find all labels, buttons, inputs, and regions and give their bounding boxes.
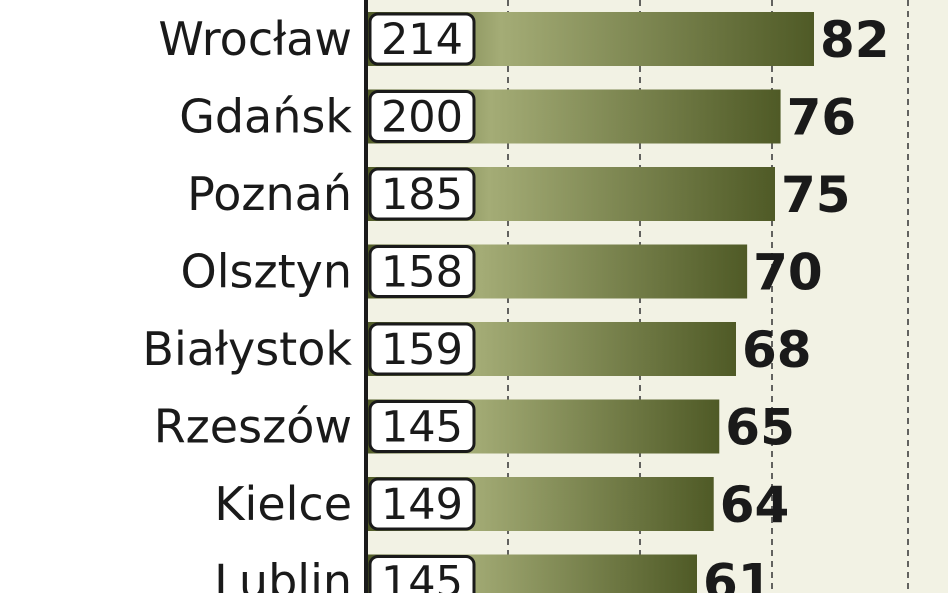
count-badge-6 xyxy=(368,400,476,453)
value-label-6: 65 xyxy=(725,399,795,457)
count-badge-5 xyxy=(368,322,476,376)
category-label-6: Rzeszów xyxy=(154,400,352,454)
count-badge-4 xyxy=(368,245,476,298)
count-label-2: 200 xyxy=(381,93,463,143)
count-label-5: 159 xyxy=(381,325,463,375)
count-label-3: 185 xyxy=(381,170,463,220)
chart-labels: 214 Wrocław 82 200 Gdańsk 76 185 Poznań 75 158 Ols… xyxy=(142,11,890,593)
value-label-7: 64 xyxy=(720,476,790,534)
count-badge-1 xyxy=(368,12,476,66)
category-label-4: Olsztyn xyxy=(180,245,352,299)
count-badge-3 xyxy=(368,167,476,221)
count-badge-8 xyxy=(368,555,476,593)
count-label-4: 158 xyxy=(381,248,463,298)
value-label-3: 75 xyxy=(781,166,851,224)
category-label-5: Białystok xyxy=(142,322,352,376)
value-label-1: 82 xyxy=(820,11,890,69)
category-label-1: Wrocław xyxy=(158,12,352,66)
value-label-4: 70 xyxy=(753,244,823,302)
category-label-7: Kielce xyxy=(214,477,352,531)
category-label-8: Lublin xyxy=(214,555,352,593)
value-label-2: 76 xyxy=(787,89,857,147)
category-label-2: Gdańsk xyxy=(179,90,352,144)
count-label-7: 149 xyxy=(381,480,463,530)
count-label-8: 145 xyxy=(381,558,463,593)
count-badge-7 xyxy=(368,477,476,531)
count-label-6: 145 xyxy=(381,403,463,453)
value-label-5: 68 xyxy=(742,321,812,379)
count-badge-2 xyxy=(368,90,476,143)
category-label-3: Poznań xyxy=(187,167,352,221)
value-label-8: 61 xyxy=(703,554,773,593)
count-label-1: 214 xyxy=(381,15,463,65)
